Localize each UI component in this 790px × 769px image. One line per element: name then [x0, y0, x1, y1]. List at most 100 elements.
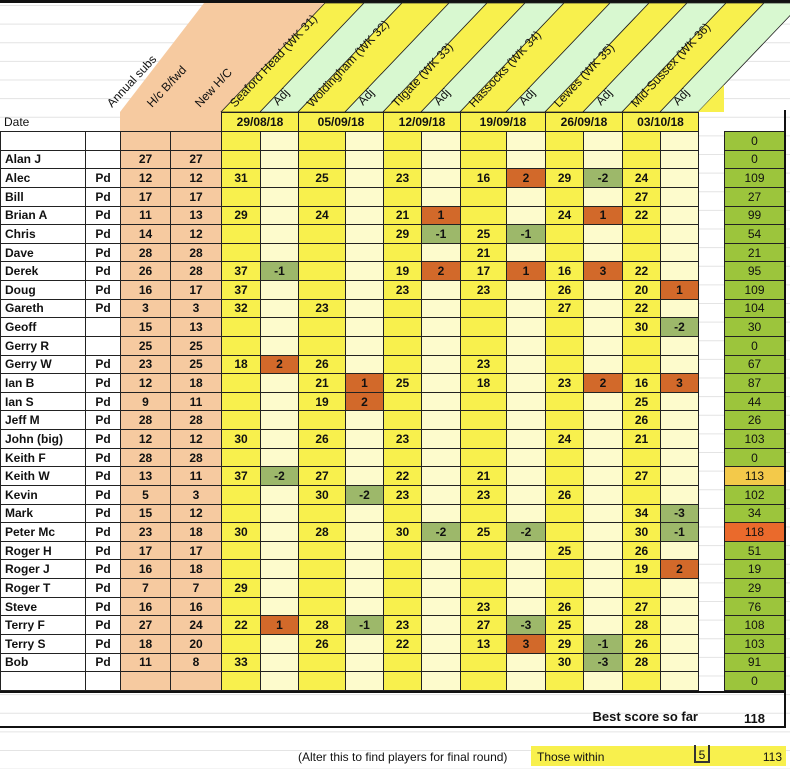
- score-cell[interactable]: [383, 335, 422, 356]
- score-cell[interactable]: 30: [221, 429, 261, 449]
- adj-cell[interactable]: [506, 131, 546, 151]
- score-cell[interactable]: [460, 298, 507, 319]
- score-cell[interactable]: [221, 186, 261, 207]
- score-cell[interactable]: 22: [221, 615, 261, 635]
- score-cell[interactable]: 27: [622, 186, 661, 207]
- adj-cell[interactable]: -2: [345, 484, 384, 505]
- adj-cell[interactable]: [345, 410, 384, 431]
- score-cell[interactable]: 23: [460, 596, 507, 617]
- adj-cell[interactable]: [260, 242, 299, 263]
- score-cell[interactable]: 24: [545, 429, 584, 449]
- score-cell[interactable]: [298, 540, 346, 561]
- score-cell[interactable]: 29: [221, 578, 261, 598]
- adj-cell[interactable]: [260, 447, 299, 468]
- score-cell[interactable]: [298, 224, 346, 244]
- adj-cell[interactable]: [260, 559, 299, 580]
- adj-cell[interactable]: [660, 168, 699, 188]
- score-cell[interactable]: 17: [460, 261, 507, 282]
- score-cell[interactable]: 24: [298, 205, 346, 226]
- adj-cell[interactable]: [421, 391, 461, 412]
- score-cell[interactable]: [383, 410, 422, 431]
- adj-cell[interactable]: [583, 410, 623, 431]
- score-cell[interactable]: [545, 447, 584, 468]
- score-cell[interactable]: 21: [622, 429, 661, 449]
- score-cell[interactable]: [460, 652, 507, 673]
- score-cell[interactable]: 26: [545, 484, 584, 505]
- adj-cell[interactable]: [260, 578, 299, 598]
- adj-cell[interactable]: [506, 466, 546, 486]
- score-cell[interactable]: 31: [221, 168, 261, 188]
- adj-cell[interactable]: [421, 298, 461, 319]
- score-cell[interactable]: [622, 447, 661, 468]
- adj-cell[interactable]: [583, 429, 623, 449]
- score-cell[interactable]: [545, 466, 584, 486]
- score-cell[interactable]: [221, 596, 261, 617]
- adj-cell[interactable]: [260, 131, 299, 151]
- adj-cell[interactable]: [421, 410, 461, 431]
- score-cell[interactable]: [383, 131, 422, 151]
- adj-cell[interactable]: [260, 149, 299, 170]
- score-cell[interactable]: 16: [622, 373, 661, 393]
- score-cell[interactable]: [545, 242, 584, 263]
- adj-cell[interactable]: [421, 671, 461, 691]
- score-cell[interactable]: [460, 503, 507, 524]
- score-cell[interactable]: [221, 484, 261, 505]
- score-cell[interactable]: 26: [545, 596, 584, 617]
- adj-cell[interactable]: [583, 149, 623, 170]
- score-cell[interactable]: 21: [383, 205, 422, 226]
- adj-cell[interactable]: [506, 205, 546, 226]
- adj-cell[interactable]: [660, 354, 699, 375]
- score-cell[interactable]: [460, 671, 507, 691]
- score-cell[interactable]: [383, 671, 422, 691]
- score-cell[interactable]: 32: [221, 298, 261, 319]
- adj-cell[interactable]: [260, 522, 299, 542]
- score-cell[interactable]: [460, 410, 507, 431]
- adj-cell[interactable]: [660, 671, 699, 691]
- score-cell[interactable]: 22: [622, 205, 661, 226]
- score-cell[interactable]: [545, 131, 584, 151]
- adj-cell[interactable]: [345, 205, 384, 226]
- score-cell[interactable]: 30: [298, 484, 346, 505]
- adj-cell[interactable]: -1: [660, 522, 699, 542]
- adj-cell[interactable]: [660, 242, 699, 263]
- score-cell[interactable]: 19: [383, 261, 422, 282]
- adj-cell[interactable]: [345, 224, 384, 244]
- score-cell[interactable]: [460, 540, 507, 561]
- score-cell[interactable]: [298, 671, 346, 691]
- score-cell[interactable]: [221, 131, 261, 151]
- score-cell[interactable]: 27: [622, 596, 661, 617]
- score-cell[interactable]: 22: [622, 261, 661, 282]
- adj-cell[interactable]: 3: [660, 373, 699, 393]
- score-cell[interactable]: [622, 131, 661, 151]
- adj-cell[interactable]: [345, 242, 384, 263]
- adj-cell[interactable]: [260, 391, 299, 412]
- score-cell[interactable]: [383, 242, 422, 263]
- score-cell[interactable]: [545, 317, 584, 337]
- score-cell[interactable]: [460, 335, 507, 356]
- adj-cell[interactable]: [421, 578, 461, 598]
- score-cell[interactable]: 19: [298, 391, 346, 412]
- score-cell[interactable]: [460, 186, 507, 207]
- adj-cell[interactable]: [583, 391, 623, 412]
- score-cell[interactable]: [622, 242, 661, 263]
- score-cell[interactable]: [383, 447, 422, 468]
- score-cell[interactable]: 22: [383, 634, 422, 654]
- score-cell[interactable]: [545, 335, 584, 356]
- adj-cell[interactable]: [260, 335, 299, 356]
- adj-cell[interactable]: [260, 373, 299, 393]
- adj-cell[interactable]: [421, 466, 461, 486]
- adj-cell[interactable]: [421, 242, 461, 263]
- adj-cell[interactable]: [260, 186, 299, 207]
- adj-cell[interactable]: [660, 186, 699, 207]
- adj-cell[interactable]: [260, 596, 299, 617]
- adj-cell[interactable]: [583, 559, 623, 580]
- adj-cell[interactable]: [345, 522, 384, 542]
- adj-cell[interactable]: [660, 615, 699, 635]
- adj-cell[interactable]: [506, 280, 546, 300]
- score-cell[interactable]: [545, 522, 584, 542]
- adj-cell[interactable]: 2: [583, 373, 623, 393]
- score-cell[interactable]: 25: [622, 391, 661, 412]
- adj-cell[interactable]: 2: [660, 559, 699, 580]
- adj-cell[interactable]: 2: [260, 354, 299, 375]
- adj-cell[interactable]: [583, 596, 623, 617]
